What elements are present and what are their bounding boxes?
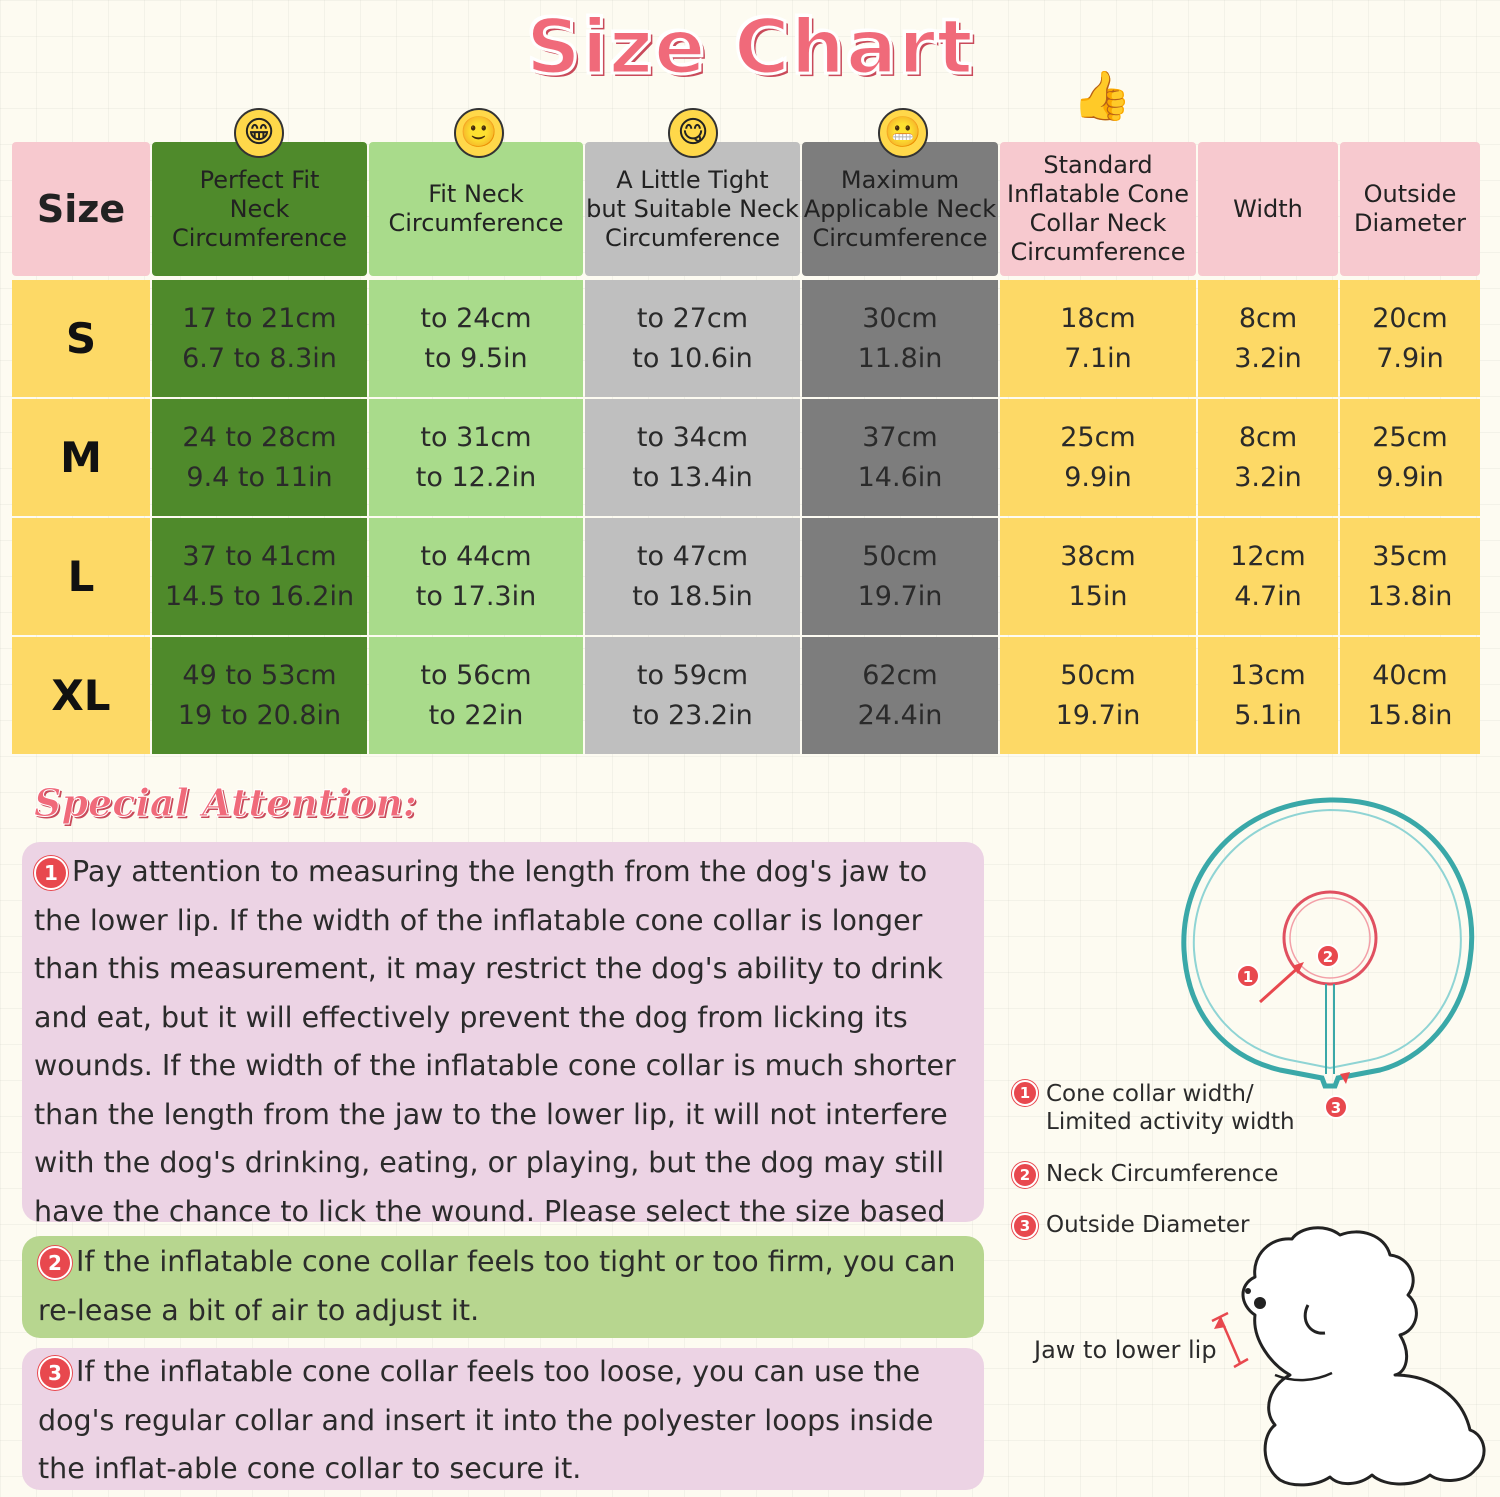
legend-text-2: Neck Circumference xyxy=(1046,1161,1279,1187)
header-cell-7: Outside Diameter xyxy=(1340,142,1480,276)
special-attention-title: Special Attention: xyxy=(34,780,418,826)
header-cell-4: Maximum Applicable Neck Circumference xyxy=(802,142,998,276)
table-cell: 24 to 28cm 9.4 to 11in xyxy=(152,399,367,516)
note-3: 3 If the inflatable cone collar feels too… xyxy=(22,1348,984,1490)
badge-1-icon: 1 xyxy=(34,856,68,890)
diagram-marker-2: 2 xyxy=(1323,948,1333,966)
table-cell: 20cm 7.9in xyxy=(1340,280,1480,397)
table-cell: to 47cm to 18.5in xyxy=(585,518,800,635)
legend-item-2: 2 Neck Circumference xyxy=(1012,1160,1278,1188)
table-cell: 8cm 3.2in xyxy=(1198,399,1338,516)
size-label: M xyxy=(12,399,150,516)
table-cell: 62cm 24.4in xyxy=(802,637,998,754)
collar-diagram: 1 2 3 xyxy=(1181,797,1475,1119)
smiley-face-icon: 😋 xyxy=(668,108,718,158)
table-cell: to 24cm to 9.5in xyxy=(369,280,583,397)
table-cell: 49 to 53cm 19 to 20.8in xyxy=(152,637,367,754)
table-cell: 37 to 41cm 14.5 to 16.2in xyxy=(152,518,367,635)
legend-item-1: 1 Cone collar width/ Limited activity wi… xyxy=(1012,1080,1295,1136)
collar-outline xyxy=(1181,797,1475,1089)
table-cell: to 56cm to 22in xyxy=(369,637,583,754)
table-cell: 50cm 19.7in xyxy=(802,518,998,635)
page-title: Size Chart xyxy=(524,1,974,93)
smiley-face-icon: 😬 xyxy=(878,108,928,158)
legend-badge-1-icon: 1 xyxy=(1012,1080,1038,1106)
legend-text-1: Cone collar width/ Limited activity widt… xyxy=(1046,1081,1295,1135)
size-label: XL xyxy=(12,637,150,754)
header-cell-3: A Little Tight but Suitable Neck Circumfer… xyxy=(585,142,800,276)
header-cell-5: Standard Inflatable Cone Collar Neck Circum… xyxy=(1000,142,1196,276)
note-1: 1 Pay attention to measuring the length f… xyxy=(22,842,984,1276)
dog-illustration xyxy=(1211,1226,1486,1487)
legend-text-3: Outside Diameter xyxy=(1046,1212,1250,1238)
table-cell: 8cm 3.2in xyxy=(1198,280,1338,397)
table-cell: 17 to 21cm 6.7 to 8.3in xyxy=(152,280,367,397)
table-cell: 25cm 9.9in xyxy=(1340,399,1480,516)
note-3-text: If the inflatable cone collar feels too … xyxy=(38,1355,934,1485)
neck-circle xyxy=(1282,890,1378,986)
table-cell: 13cm 5.1in xyxy=(1198,637,1338,754)
note-1-text: Pay attention to measuring the length fr… xyxy=(34,855,956,1276)
table-cell: 30cm 11.8in xyxy=(802,280,998,397)
diagram-marker-1: 1 xyxy=(1243,968,1253,986)
table-cell: 38cm 15in xyxy=(1000,518,1196,635)
table-cell: 37cm 14.6in xyxy=(802,399,998,516)
note-2-text: If the inflatable cone collar feels too … xyxy=(38,1245,956,1327)
smiley-face-icon: 😁 xyxy=(234,108,284,158)
badge-3-icon: 3 xyxy=(38,1356,72,1390)
size-label: S xyxy=(12,280,150,397)
arrow-1 xyxy=(1258,964,1302,1004)
table-cell: to 59cm to 23.2in xyxy=(585,637,800,754)
jaw-label: Jaw to lower lip xyxy=(1034,1336,1217,1364)
table-cell: 40cm 15.8in xyxy=(1340,637,1480,754)
header-cell-1: Perfect Fit Neck Circumference xyxy=(152,142,367,276)
table-cell: to 34cm to 13.4in xyxy=(585,399,800,516)
smiley-face-icon: 🙂 xyxy=(454,108,504,158)
header-cell-6: Width xyxy=(1198,142,1338,276)
legend-item-3: 3 Outside Diameter xyxy=(1012,1211,1250,1239)
table-cell: to 27cm to 10.6in xyxy=(585,280,800,397)
table-cell: 25cm 9.9in xyxy=(1000,399,1196,516)
header-cell-0: Size xyxy=(12,142,150,276)
diagram-marker-3: 3 xyxy=(1331,1099,1341,1117)
table-cell: 12cm 4.7in xyxy=(1198,518,1338,635)
thumbs-up-icon: 👍 xyxy=(1072,68,1132,124)
note-2: 2 If the inflatable cone collar feels too… xyxy=(22,1236,984,1338)
size-label: L xyxy=(12,518,150,635)
badge-2-icon: 2 xyxy=(38,1246,72,1280)
table-cell: to 31cm to 12.2in xyxy=(369,399,583,516)
legend-badge-2-icon: 2 xyxy=(1012,1161,1038,1188)
legend-badge-3-icon: 3 xyxy=(1012,1212,1038,1239)
table-cell: 50cm 19.7in xyxy=(1000,637,1196,754)
table-cell: to 44cm to 17.3in xyxy=(369,518,583,635)
header-cell-2: Fit Neck Circumference xyxy=(369,142,583,276)
table-cell: 35cm 13.8in xyxy=(1340,518,1480,635)
table-cell: 18cm 7.1in xyxy=(1000,280,1196,397)
